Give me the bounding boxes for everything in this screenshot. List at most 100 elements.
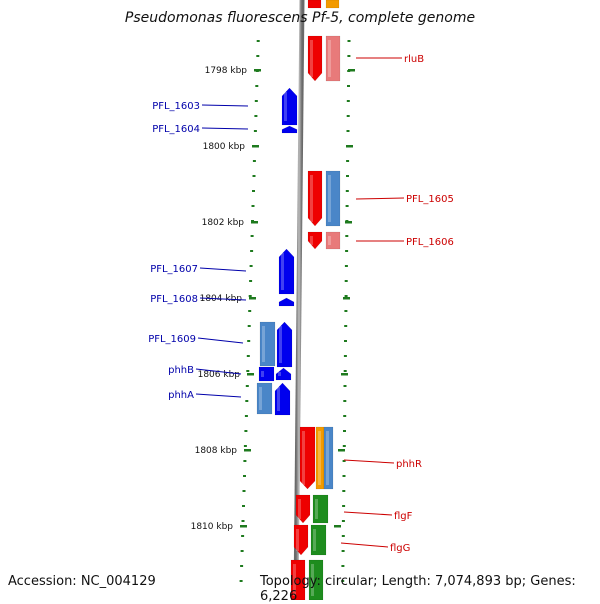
guide-dot xyxy=(347,85,350,87)
guide-dot xyxy=(346,160,350,162)
tick-label: 1798 kbp xyxy=(205,66,248,76)
gene-label-right: phhR xyxy=(396,459,422,470)
tick-label: 1808 kbp xyxy=(195,446,238,456)
gene-label-right: flgF xyxy=(394,511,413,522)
gene-feature xyxy=(278,297,295,307)
gene-feature xyxy=(307,231,323,250)
guide-dot xyxy=(245,400,249,402)
guide-dot xyxy=(253,130,257,132)
guide-dot xyxy=(344,325,348,327)
guide-dot xyxy=(243,475,246,477)
gene-feature xyxy=(323,426,334,490)
guide-dot xyxy=(246,370,250,372)
guide-dot xyxy=(239,580,243,582)
guide-dot xyxy=(346,115,350,117)
gene-feature xyxy=(310,524,327,556)
gene-highlight xyxy=(259,387,262,410)
gene-highlight xyxy=(313,529,316,551)
gene-feature xyxy=(325,231,341,250)
guide-dot xyxy=(250,250,254,252)
guide-dot xyxy=(344,340,347,342)
guide-dot xyxy=(251,205,255,207)
guide-dot xyxy=(247,340,251,342)
gene-highlight xyxy=(279,326,282,363)
guide-dot xyxy=(243,460,247,462)
gene-highlight xyxy=(328,40,331,77)
tick-mark xyxy=(251,221,258,224)
gene-features xyxy=(256,0,341,600)
gene-feature xyxy=(276,321,293,368)
label-leader-line xyxy=(201,127,249,130)
guide-dot xyxy=(254,100,258,102)
gene-feature xyxy=(325,35,341,82)
gene-feature xyxy=(325,0,340,9)
gene-highlight xyxy=(318,431,321,485)
label-leader-line xyxy=(199,297,247,301)
guide-dot xyxy=(249,280,253,282)
guide-dot xyxy=(240,550,244,552)
gene-label-right: flgG xyxy=(390,543,410,554)
tick-mark-right xyxy=(338,449,345,452)
gene-feature xyxy=(281,125,298,134)
guide-dot xyxy=(256,55,260,57)
gene-highlight xyxy=(302,431,305,485)
gene-label-left: PFL_1608 xyxy=(150,294,198,305)
guide-dot xyxy=(344,265,348,267)
tick-label: 1800 kbp xyxy=(203,142,246,152)
gene-label-left: PFL_1603 xyxy=(152,101,200,112)
gene-feature xyxy=(295,494,311,524)
guide-dot xyxy=(252,175,256,177)
gene-highlight xyxy=(315,499,318,519)
gene-highlight xyxy=(262,326,265,362)
guide-dot xyxy=(243,445,247,447)
tick-mark xyxy=(244,449,251,452)
gene-feature xyxy=(325,170,341,227)
guide-dot xyxy=(240,565,244,567)
accession-text: Accession: NC_004129 xyxy=(8,574,156,589)
tick-label: 1806 kbp xyxy=(198,370,241,380)
guide-dot xyxy=(346,130,350,132)
label-leader-line xyxy=(340,542,389,548)
tick-mark xyxy=(247,373,254,376)
map-title: Pseudomonas fluorescens Pf-5, complete g… xyxy=(124,10,476,26)
label-leader-line xyxy=(343,511,393,516)
gene-label-left: phhB xyxy=(168,365,194,376)
gene-highlight xyxy=(284,92,287,121)
guide-dot xyxy=(343,415,347,417)
guide-dot xyxy=(250,235,254,237)
guide-dot xyxy=(246,355,250,357)
gene-labels: PFL_1603 PFL_1604 PFL_1607 PFL_1608 PFL_1609… xyxy=(148,54,454,554)
gene-label-right: PFL_1605 xyxy=(406,194,454,205)
guide-dot xyxy=(248,310,252,312)
guide-dot xyxy=(343,430,346,432)
gene-feature xyxy=(278,248,295,295)
label-leader-line xyxy=(197,337,244,344)
guide-dot xyxy=(241,520,245,522)
gene-highlight xyxy=(296,529,299,551)
gene-highlight xyxy=(278,372,281,376)
tick-mark-right xyxy=(348,69,355,72)
gene-feature xyxy=(258,366,275,382)
guide-dot xyxy=(345,205,349,207)
guide-dot xyxy=(345,235,349,237)
tick-mark xyxy=(249,297,256,300)
guide-dot xyxy=(344,310,348,312)
guide-dot xyxy=(244,415,248,417)
gene-feature xyxy=(293,524,309,556)
guide-dot xyxy=(343,355,347,357)
tick-mark xyxy=(252,145,259,148)
gene-highlight xyxy=(310,175,313,222)
gene-feature xyxy=(299,426,316,490)
label-leader-line xyxy=(343,459,395,464)
guide-dot xyxy=(343,370,347,372)
guide-dot xyxy=(345,190,349,192)
gene-highlight xyxy=(328,236,331,245)
label-leader-line xyxy=(355,197,405,200)
gene-highlight xyxy=(328,175,331,222)
guide-dot xyxy=(345,250,349,252)
label-leader-line xyxy=(195,368,242,375)
guide-dot xyxy=(344,295,348,297)
guide-dot xyxy=(346,100,350,102)
tick-mark-right xyxy=(334,525,341,528)
